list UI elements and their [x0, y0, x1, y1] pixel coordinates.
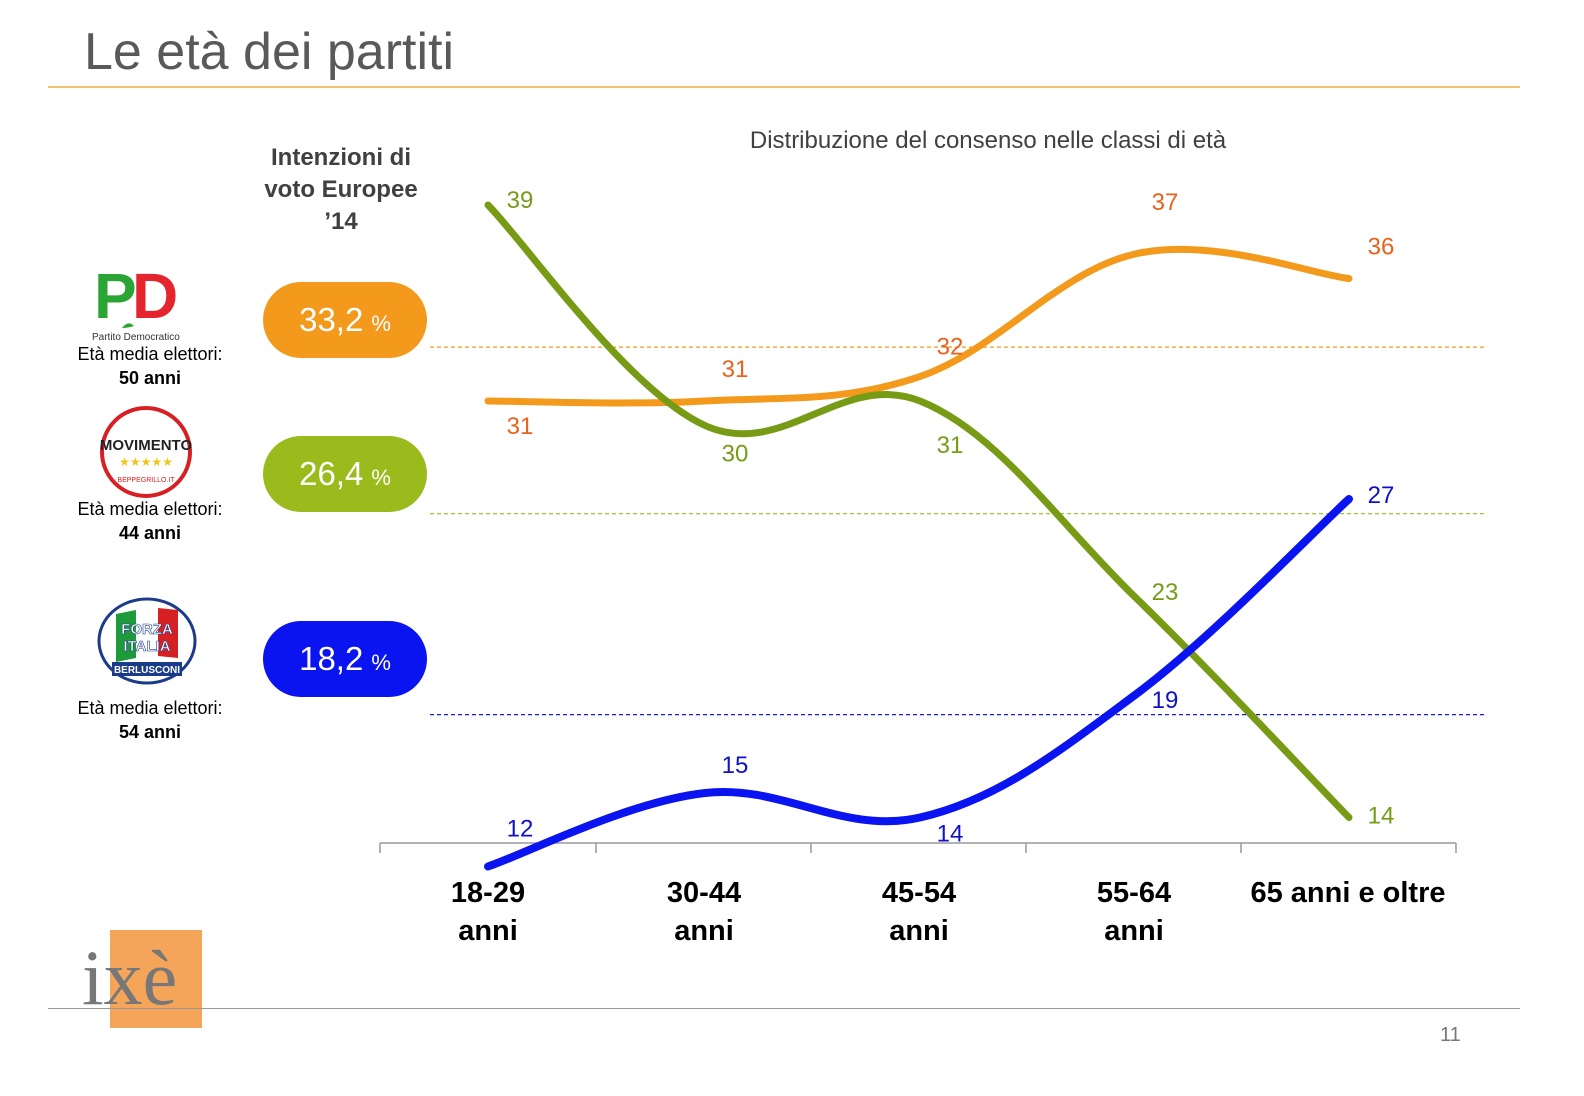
data-label: 39: [507, 187, 534, 214]
m5s-vote-unit: %: [371, 465, 391, 490]
series-line-0: [484, 245, 1353, 407]
svg-text:BEPPEGRILLO.IT: BEPPEGRILLO.IT: [117, 477, 175, 484]
vote-intentions-header: Intenzioni di voto Europee ’14: [264, 144, 418, 235]
data-label: 36: [1368, 234, 1395, 261]
svg-text:★★★★★: ★★★★★: [119, 455, 173, 469]
x-tick-label: 18-29: [451, 877, 525, 909]
pd-age-label: Età media elettori:: [77, 344, 223, 364]
svg-text:MOVIMENTO: MOVIMENTO: [100, 437, 192, 454]
m5s-vote-value: 26,4: [299, 455, 364, 492]
data-label: 27: [1368, 482, 1395, 509]
x-tick-label: 30-44: [667, 877, 741, 909]
data-label: 15: [722, 752, 749, 779]
fi-age-label: Età media elettori:: [77, 698, 223, 718]
pd-age-block: Età media elettori: 50 anni: [40, 342, 260, 390]
data-label: 30: [722, 441, 749, 468]
x-tick-label: anni: [674, 915, 734, 947]
pd-logo: P D Partito Democratico: [92, 256, 202, 344]
fi-age-value: 54 anni: [118, 722, 182, 742]
fi-vote-value: 18,2: [299, 640, 364, 677]
m5s-age-value: 44 anni: [118, 523, 182, 543]
m5s-age-label: Età media elettori:: [77, 499, 223, 519]
m5s-logo: MOVIMENTO ★★★★★ BEPPEGRILLO.IT: [100, 406, 192, 498]
title-divider: [48, 86, 1520, 88]
data-label: 32: [937, 334, 964, 361]
pd-age-value: 50 anni: [118, 368, 182, 388]
data-label: 12: [507, 816, 534, 843]
data-label: 37: [1152, 189, 1179, 216]
svg-text:FORZA: FORZA: [121, 621, 173, 638]
pd-vote-value: 33,2: [299, 301, 364, 338]
svg-text:BERLUSCONI: BERLUSCONI: [114, 665, 180, 676]
svg-text:D: D: [132, 260, 178, 332]
pd-vote-unit: %: [371, 311, 391, 336]
ixe-logo: ixè: [80, 926, 204, 1030]
data-label: 19: [1152, 687, 1179, 714]
x-tick-label: 45-54: [882, 877, 956, 909]
x-tick-label: 65 anni e oltre: [1250, 877, 1445, 909]
footer-divider: [48, 1008, 1520, 1009]
m5s-age-block: Età media elettori: 44 anni: [40, 497, 260, 545]
series-line-2: [484, 495, 1353, 871]
data-label: 31: [937, 432, 964, 459]
x-tick-label: anni: [889, 915, 949, 947]
pd-vote-pill: 33,2%: [263, 282, 427, 358]
x-tick-label: 55-64: [1097, 877, 1171, 909]
data-label: 14: [937, 821, 964, 848]
svg-text:Partito Democratico: Partito Democratico: [92, 332, 180, 343]
chart-title: Distribuzione del consenso nelle classi …: [750, 127, 1227, 154]
data-label: 23: [1152, 579, 1179, 606]
svg-text:ixè: ixè: [82, 934, 177, 1021]
data-label: 14: [1368, 803, 1395, 830]
fi-vote-pill: 18,2%: [263, 621, 427, 697]
data-label: 31: [507, 413, 534, 440]
data-label: 31: [722, 356, 749, 383]
m5s-vote-pill: 26,4%: [263, 436, 427, 512]
x-tick-label: anni: [1104, 915, 1164, 947]
svg-text:ITALIA: ITALIA: [123, 638, 170, 655]
forza-italia-logo: FORZA ITALIA BERLUSCONI: [96, 596, 198, 686]
fi-vote-unit: %: [371, 650, 391, 675]
page-number: 11: [1440, 1024, 1461, 1046]
fi-age-block: Età media elettori: 54 anni: [40, 696, 260, 744]
series-line-1: [484, 201, 1353, 821]
page-title: Le età dei partiti: [84, 23, 455, 81]
svg-text:P: P: [94, 260, 137, 332]
x-tick-label: anni: [458, 915, 518, 947]
